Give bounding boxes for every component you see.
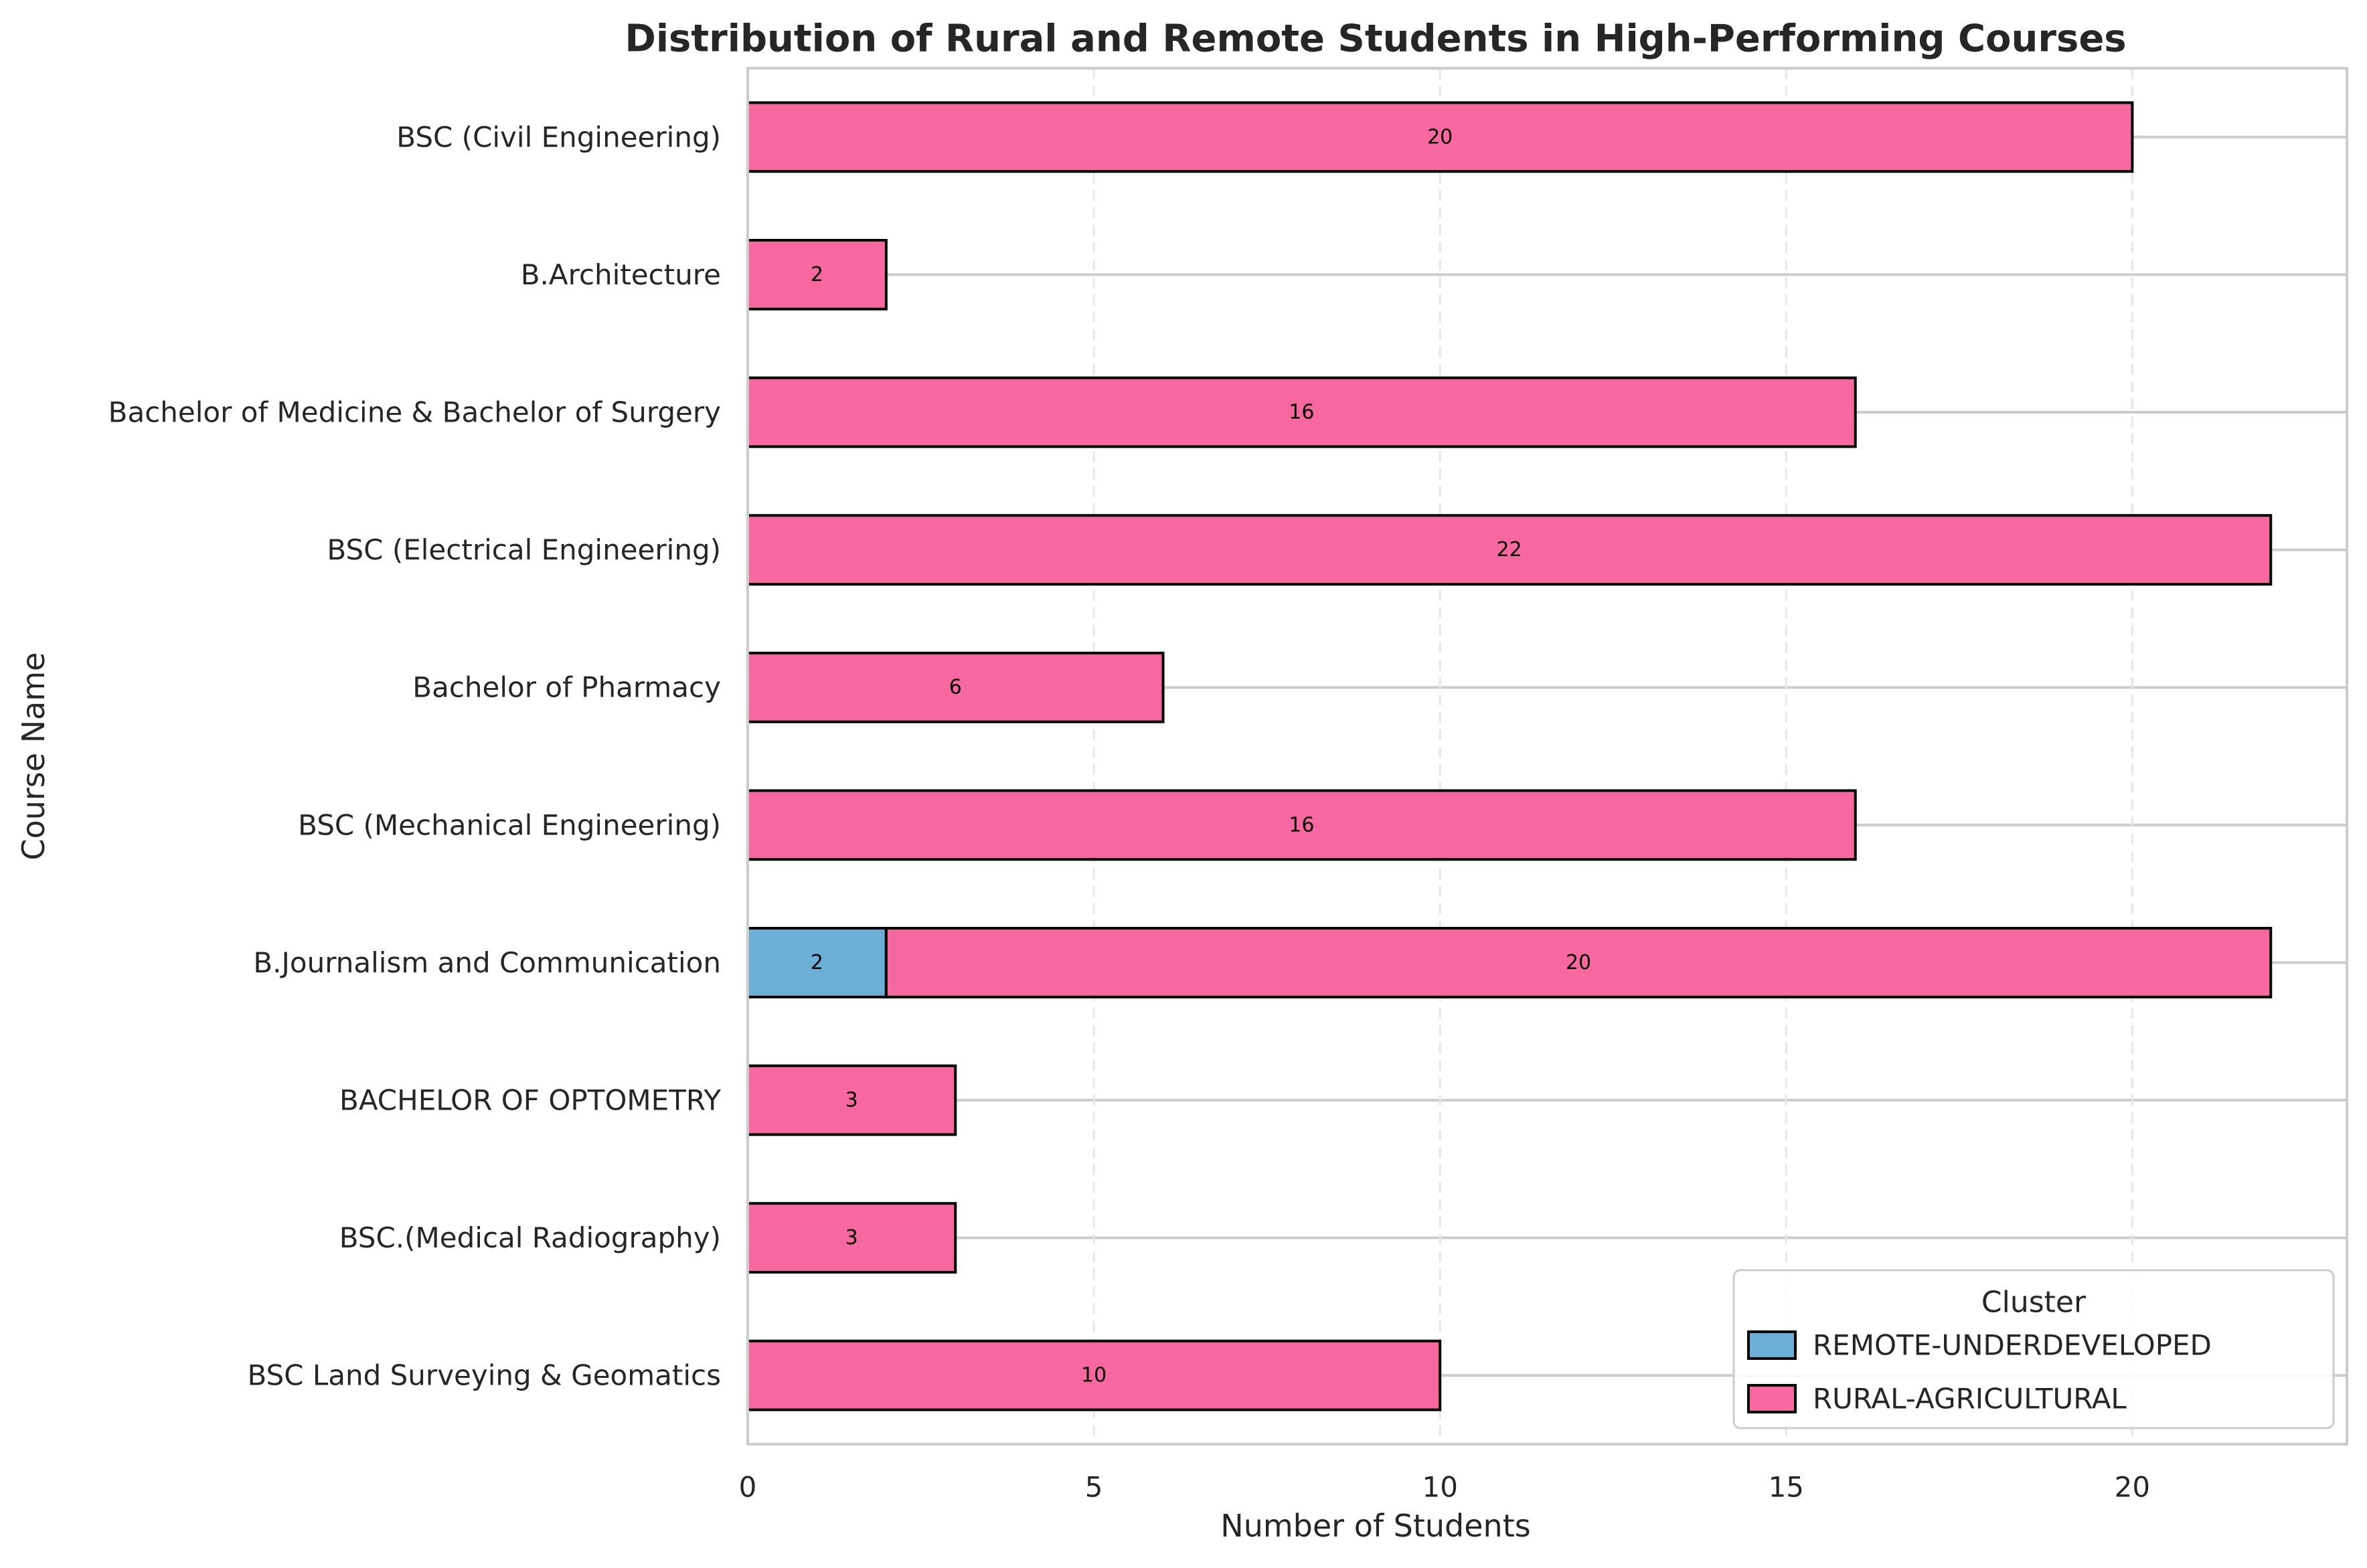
- bar-value-label: 3: [845, 1226, 858, 1249]
- bar-value-label: 16: [1289, 813, 1314, 837]
- plot-frame: [746, 67, 2348, 1446]
- bar-value-label: 6: [949, 676, 962, 699]
- x-tick-label: 20: [2115, 1471, 2150, 1504]
- plot-area: 20 2 16 22 6 16 2 20 3 3 10 0 5 10 15 20 BSC (Civil Engi…: [108, 67, 2348, 1504]
- bar: [746, 101, 2134, 173]
- legend-title: Cluster: [1981, 1286, 2087, 1320]
- y-tick-label: BSC Land Surveying & Geomatics: [247, 1359, 721, 1392]
- y-tick-label: BSC.(Medical Radiography): [339, 1221, 721, 1254]
- bar: [746, 376, 1857, 448]
- x-tick-label: 10: [1422, 1471, 1457, 1504]
- x-tick-label: 5: [1085, 1471, 1103, 1504]
- y-tick-label: BSC (Electrical Engineering): [327, 533, 721, 566]
- legend-entry-label: REMOTE-UNDERDEVELOPED: [1813, 1329, 2212, 1362]
- bar-value-label: 16: [1289, 401, 1314, 424]
- x-tick-label: 0: [739, 1471, 757, 1504]
- bar: [746, 1064, 957, 1136]
- y-tick-label: BACHELOR OF OPTOMETRY: [339, 1084, 721, 1117]
- bar-value-label: 2: [811, 951, 823, 974]
- y-tick-label: Bachelor of Pharmacy: [412, 671, 721, 704]
- x-axis-label: Number of Students: [1220, 1508, 1530, 1544]
- bar-value-label: 20: [1566, 951, 1591, 974]
- bar-value-label: 10: [1081, 1364, 1107, 1387]
- legend-box: [1732, 1269, 2335, 1429]
- bar-value-label: 20: [1427, 125, 1453, 149]
- legend-entry-label: RURAL-AGRICULTURAL: [1813, 1383, 2127, 1415]
- legend: Cluster REMOTE-UNDERDEVELOPED RURAL-AGRICU…: [1732, 1269, 2335, 1429]
- bar: [746, 651, 1165, 723]
- y-tick-label: B.Journalism and Communication: [253, 946, 721, 979]
- legend-swatch: [1747, 1384, 1797, 1413]
- bar: [746, 239, 888, 311]
- x-tick-label: 15: [1769, 1471, 1804, 1504]
- bar-value-label: 22: [1497, 538, 1522, 561]
- y-tick-label: BSC (Civil Engineering): [396, 120, 721, 153]
- y-tick-label: Bachelor of Medicine & Bachelor of Surge…: [108, 396, 721, 429]
- y-axis-label: Course Name: [15, 652, 52, 861]
- y-tick-label: BSC (Mechanical Engineering): [298, 808, 721, 841]
- bar: [746, 789, 1857, 861]
- bar: [746, 1202, 957, 1274]
- legend-swatch: [1747, 1330, 1797, 1360]
- bar-value-label: 3: [845, 1089, 858, 1112]
- bar-value-label: 2: [811, 263, 823, 286]
- bar: [746, 1339, 1442, 1411]
- bar: [884, 927, 2273, 998]
- chart-title: Distribution of Rural and Remote Student…: [625, 17, 2126, 61]
- bar: [746, 514, 2273, 586]
- y-tick-label: B.Architecture: [521, 258, 721, 291]
